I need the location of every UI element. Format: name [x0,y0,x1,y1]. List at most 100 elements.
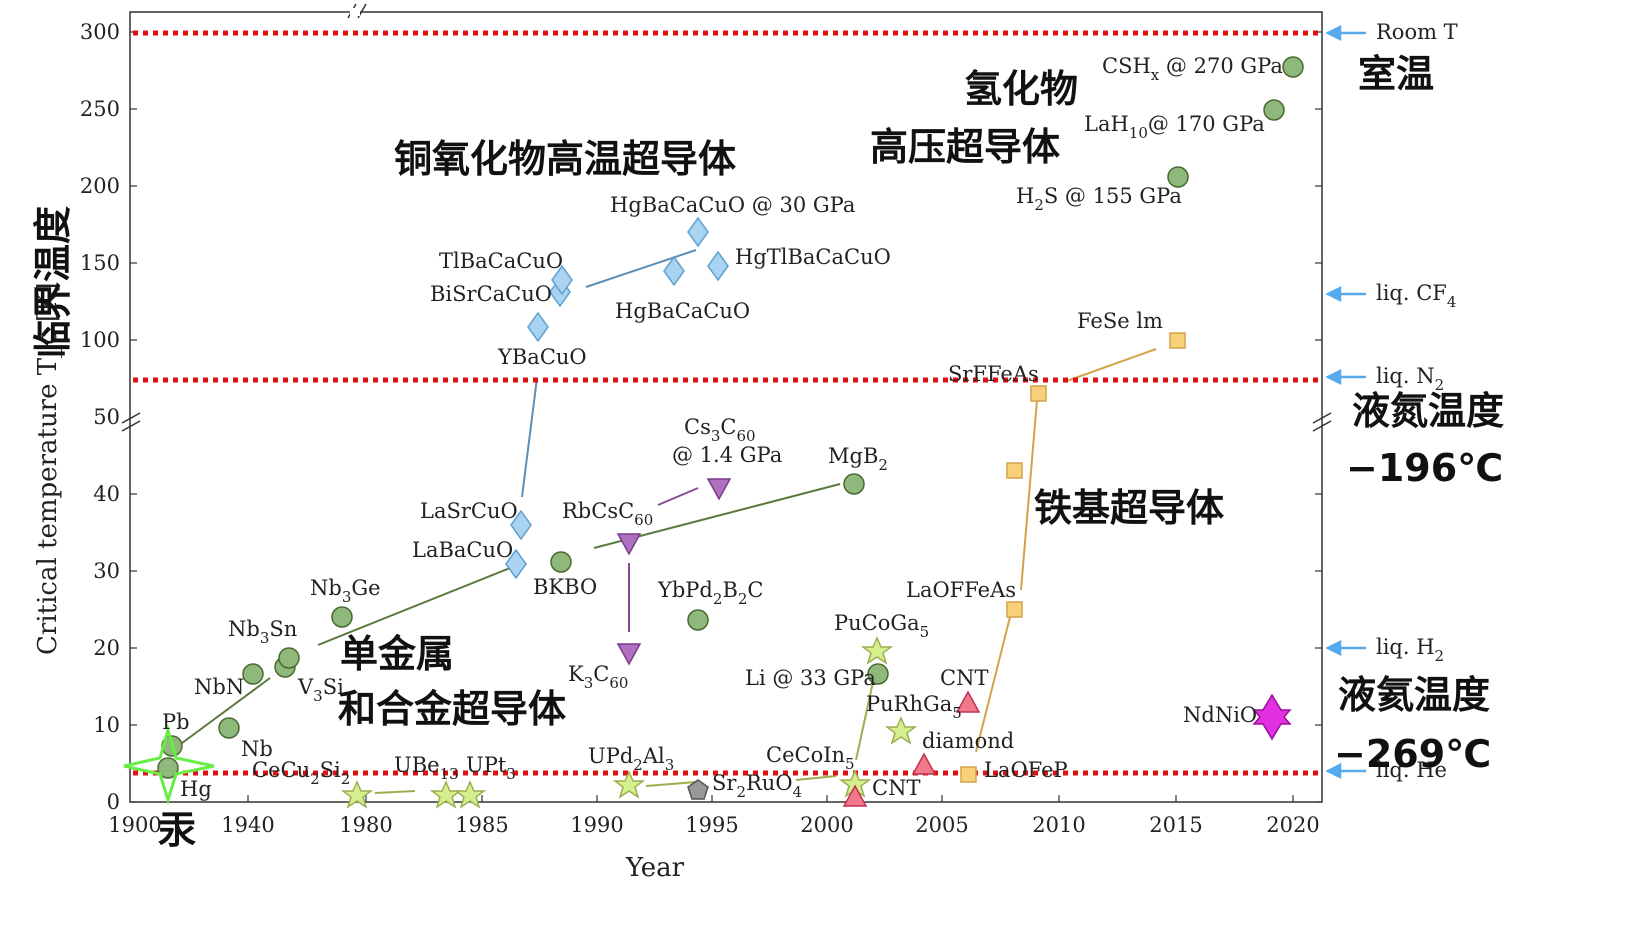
label-hgbacacuo: HgBaCaCuO [615,299,750,323]
marker-bkbo [550,551,572,573]
ref-liq-he: liq. He [1376,758,1447,782]
marker-laoffeas [1006,601,1023,618]
marker-hg [157,757,179,779]
marker-ybacuo [527,311,549,343]
marker-mercury-highlight [123,724,215,806]
annotation-room-temp: 室温 [1358,52,1434,96]
label-cnt-2006: CNT [940,666,988,690]
marker-nbn [242,663,264,685]
annotation-liquid-nitrogen-celsius: −196℃ [1346,446,1503,490]
annotation-cuprate: 铜氧化物高温超导体 [394,137,736,181]
label-lah10: LaH10@ 170 GPa [1084,112,1265,142]
marker-k3c60 [616,643,642,666]
label-li: Li @ 33 GPa [745,666,876,690]
marker-h2s [1167,166,1189,188]
cuprate-trend-lines [521,249,697,498]
marker-upt3 [453,780,487,809]
marker-li [867,663,889,685]
marker-rbcsc60 [616,533,642,556]
x-tick-label: 2010 [1032,813,1085,837]
marker-labacuo [505,548,527,580]
label-bisrcacuo: BiSrCaCuO [430,282,552,306]
reference-labels: Room T liq. CF4 liq. N2 liq. H2 liq. He [1376,20,1458,782]
label-rbcsc60: RbCsC60 [562,499,653,529]
label-ybpd2b2c: YbPd2B2C [657,578,764,608]
marker-cs3c60 [706,478,732,501]
annotation-liquid-nitrogen: 液氮温度 [1352,389,1504,433]
label-cecu2si2: CeCu2Si2 [252,758,350,788]
label-ube13: UBe13 [394,753,459,783]
x-tick-label: 1990 [570,813,623,837]
reference-lines [133,30,1320,776]
marker-mgb2 [843,473,865,495]
x-tick-label: 2015 [1149,813,1202,837]
x-tick-label: 2020 [1266,813,1319,837]
cuprate-markers [505,216,729,580]
annotation-hydride-line1: 氢化物 [964,67,1078,111]
label-hg: Hg [180,777,212,801]
x-tick-label: 1940 [221,813,274,837]
annotation-metal-line1: 单金属 [340,632,454,676]
x-tick-label: 1980 [339,813,392,837]
label-cshx: CSHx @ 270 GPa [1102,54,1283,84]
x-tick-label: 2000 [800,813,853,837]
marker-ndnio [1252,693,1292,741]
marker-laofep [960,766,977,783]
marker-smfeaso [1006,462,1023,479]
label-mgb2: MgB2 [828,444,888,474]
y-tick-label: 0 [107,790,120,814]
label-purhga5: PuRhGa5 [866,692,962,722]
annotation-mercury: 汞 [158,808,196,852]
marker-diamond [911,752,937,775]
label-srffeas: SrFFeAs [948,362,1039,386]
label-sr2ruo4: Sr2RuO4 [712,771,802,801]
marker-nb [218,717,240,739]
y-tick-label: 200 [80,174,120,198]
label-diamond: diamond [922,729,1014,753]
marker-lah10 [1263,99,1285,121]
marker-sr2ruo4 [687,779,709,800]
label-fese: FeSe lm [1077,309,1163,333]
x-axis-title: Year [625,853,685,883]
ref-liq-cf4: liq. CF4 [1376,281,1456,311]
label-v3si: V3Si [297,675,344,705]
fullerene-markers [616,478,732,666]
y-tick-label: 300 [80,20,120,44]
y-tick-label: 20 [93,636,120,660]
label-cs3c60-pressure: @ 1.4 GPa [672,443,782,467]
marker-hgbacacuo [663,255,685,287]
y-tick-label: 250 [80,97,120,121]
y-axis-break-left [121,412,141,432]
label-upt3: UPt3 [466,753,516,783]
label-pucoga5: PuCoGa5 [834,611,929,641]
plot-frame [129,11,1323,803]
annotation-metal-line2: 和合金超导体 [338,687,566,731]
conventional-markers [157,56,1304,779]
label-cecoin5: CeCoIn5 [766,743,855,773]
marker-cshx [1282,56,1304,78]
marker-srffeas [1030,385,1047,402]
label-h2s: H2S @ 155 GPa [1016,184,1182,214]
label-ndnio: NdNiO [1183,703,1257,727]
marker-cecu2si2 [340,780,374,809]
marker-ube13 [429,780,463,809]
label-cnt-2001: CNT [872,776,920,800]
x-axis: 1900 1940 1980 1985 1990 1995 2000 2005 … [108,813,1319,837]
label-laofep: LaOFeP [984,758,1068,782]
label-nb3sn: Nb3Sn [228,617,297,647]
cuprate-labels: LaBaCuO LaSrCuO YBaCuO BiSrCaCuO TlBaCaC… [412,193,891,562]
y-tick-label: 30 [93,559,120,583]
annotation-iron: 铁基超导体 [1034,486,1224,530]
other-labels: CeCu2Si2 UBe13 UPt3 UPd2Al3 Sr2RuO4 CeCo… [252,309,1257,801]
y-axis-break-right [1312,412,1332,432]
label-upd2al3: UPd2Al3 [588,744,674,774]
x-tick-label: 2005 [915,813,968,837]
y-axis-title: Critical temperature T_c [K] [33,282,63,655]
marker-ybpd2b2c [687,609,709,631]
label-hgtlbacacuo: HgTlBaCaCuO [735,245,891,269]
x-tick-label: 1900 [108,813,161,837]
annotation-hydride-line2: 高压超导体 [870,125,1060,169]
label-nb3ge: Nb3Ge [310,576,381,606]
marker-fese [1169,332,1186,349]
